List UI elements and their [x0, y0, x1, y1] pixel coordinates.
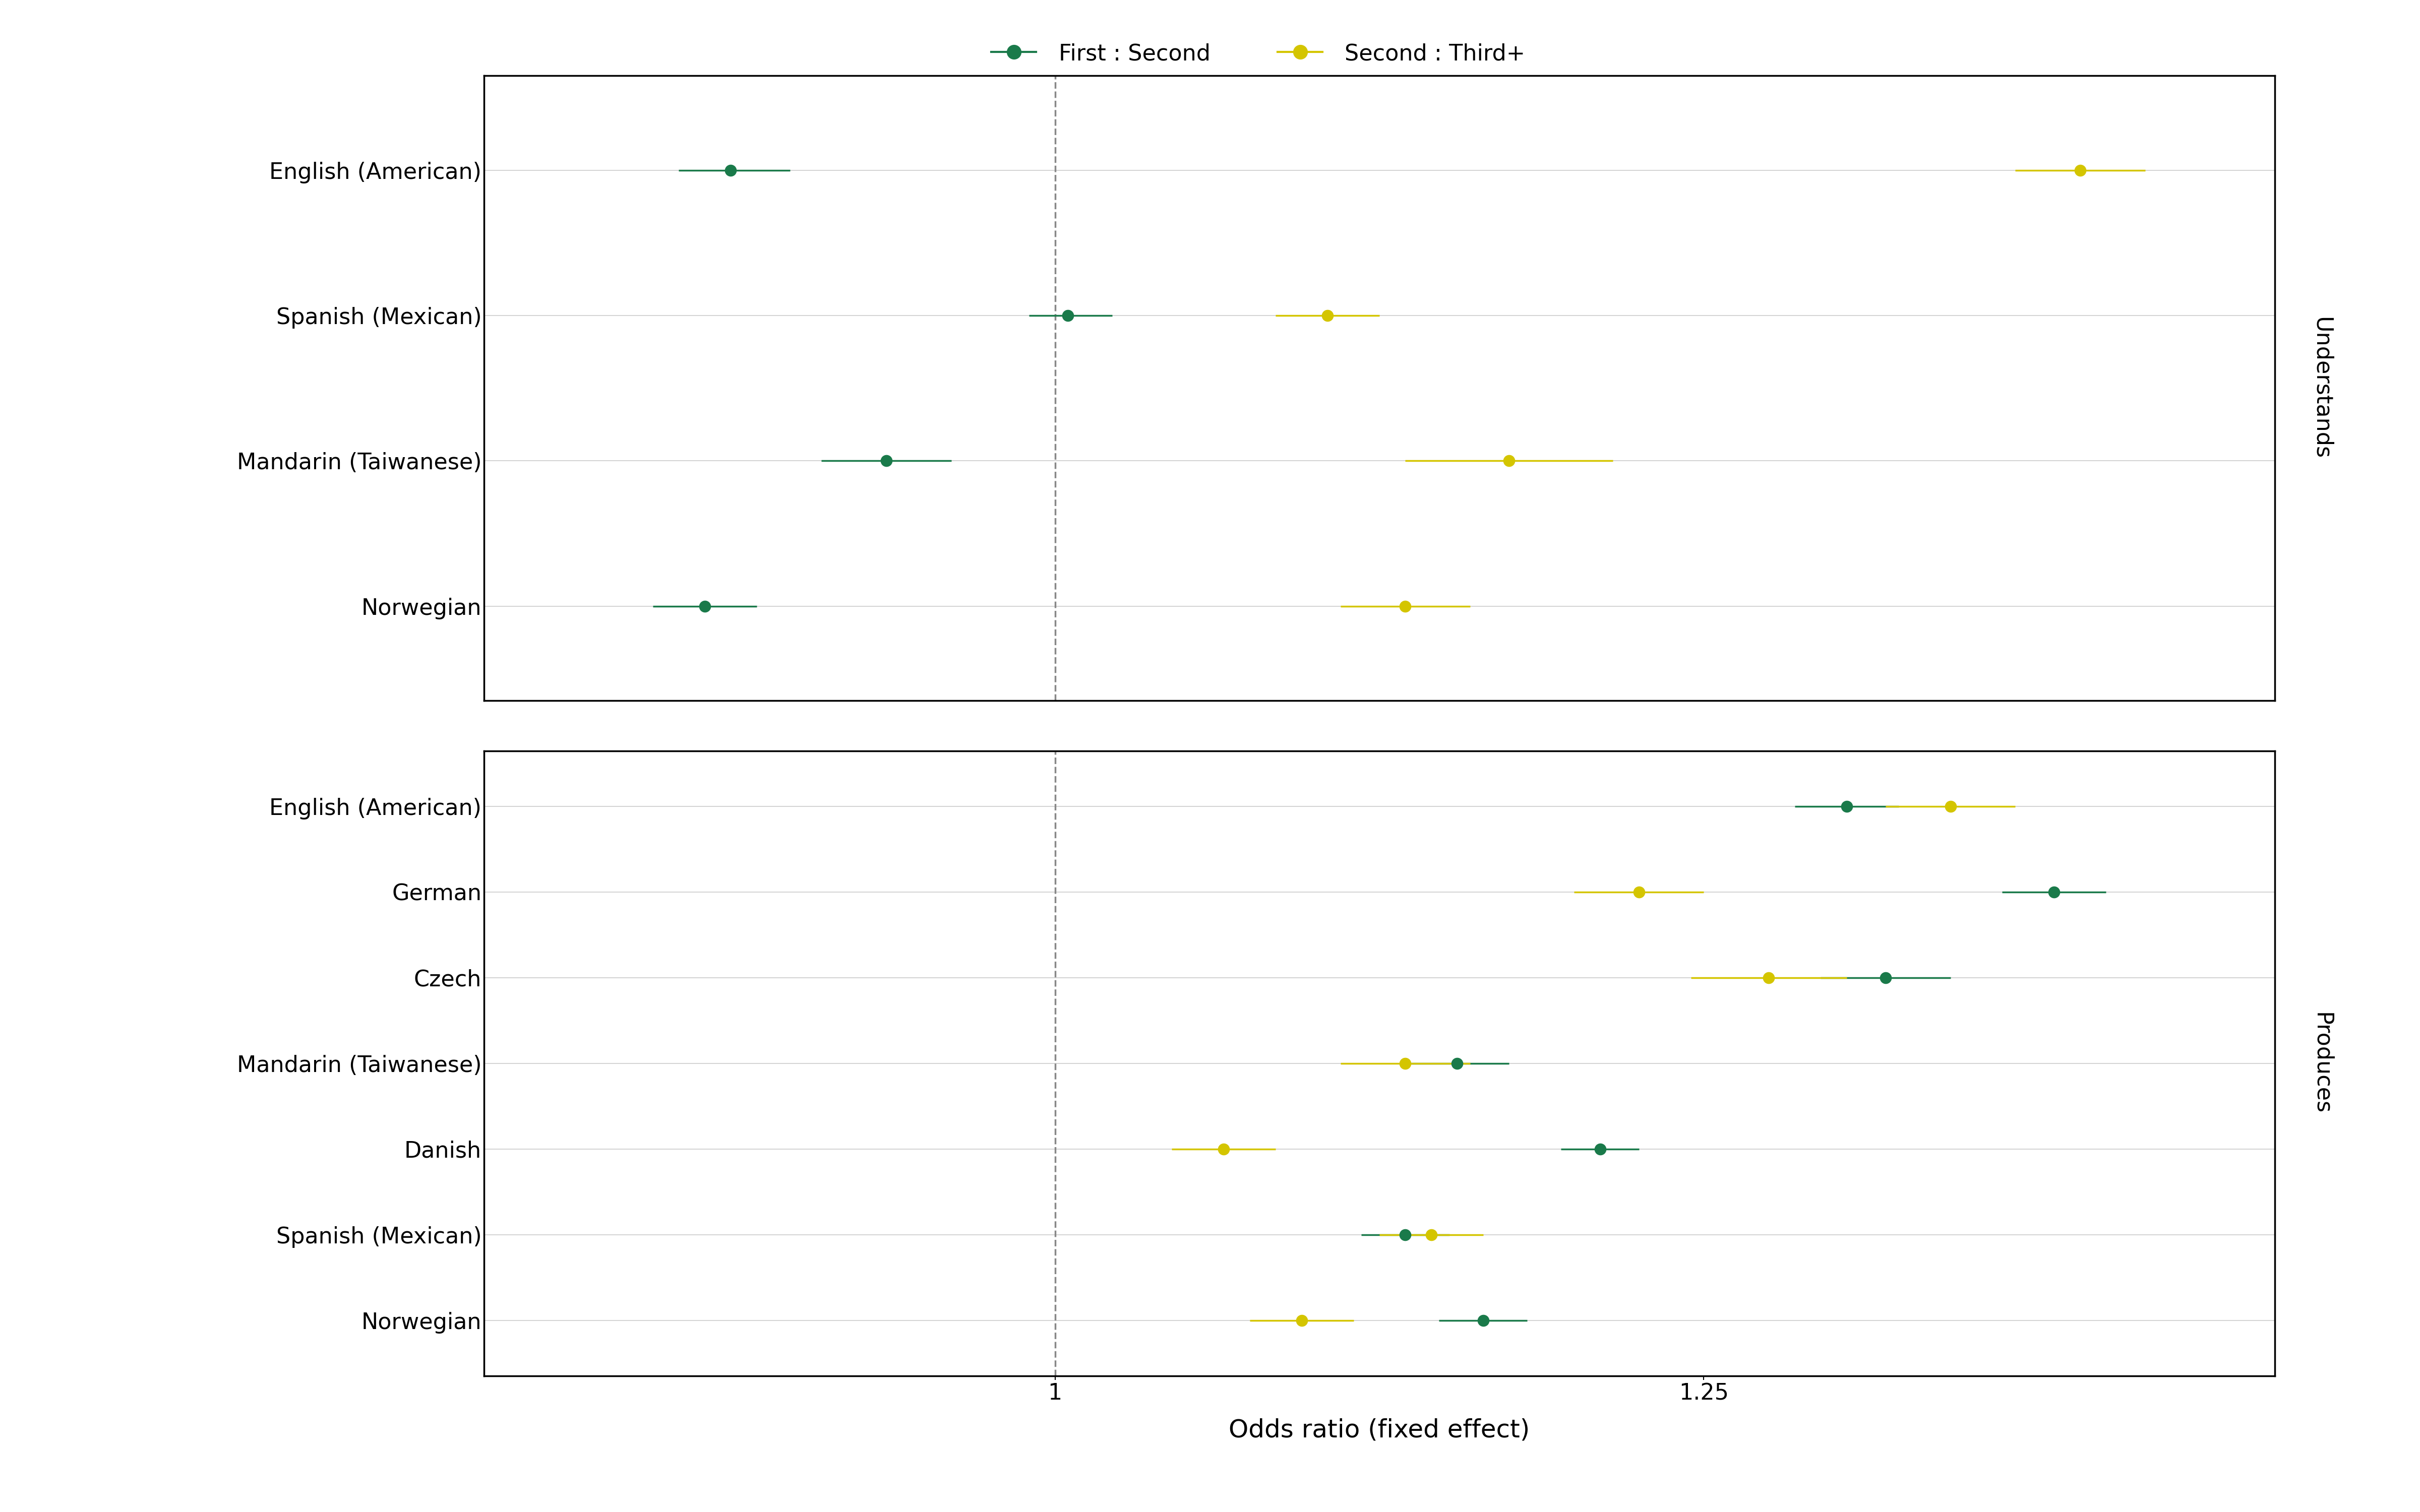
Legend: First : Second, Second : Third+: First : Second, Second : Third+	[983, 33, 1534, 74]
Text: Produces: Produces	[2311, 1013, 2333, 1114]
X-axis label: Odds ratio (fixed effect): Odds ratio (fixed effect)	[1229, 1418, 1529, 1442]
Text: Understands: Understands	[2311, 318, 2333, 460]
